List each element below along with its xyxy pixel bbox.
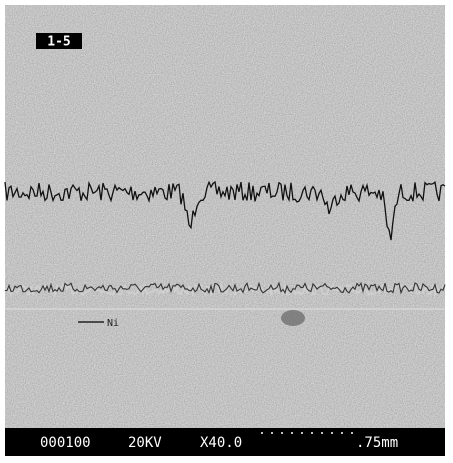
- counter: 000100: [40, 435, 91, 451]
- dark-spot: [281, 310, 305, 326]
- magnification: X40.0: [200, 435, 242, 451]
- legend-label: Ni: [107, 318, 119, 329]
- voltage: 20KV: [128, 435, 162, 451]
- sem-image: 1-5 Ni 000100 20KV X40.0 .75mm: [0, 0, 453, 463]
- scale: .75mm: [356, 435, 398, 451]
- sample-label: 1-5: [47, 35, 70, 50]
- specimen-texture: [5, 5, 445, 428]
- page: 1-5 Ni 000100 20KV X40.0 .75mm (() => { …: [0, 0, 453, 463]
